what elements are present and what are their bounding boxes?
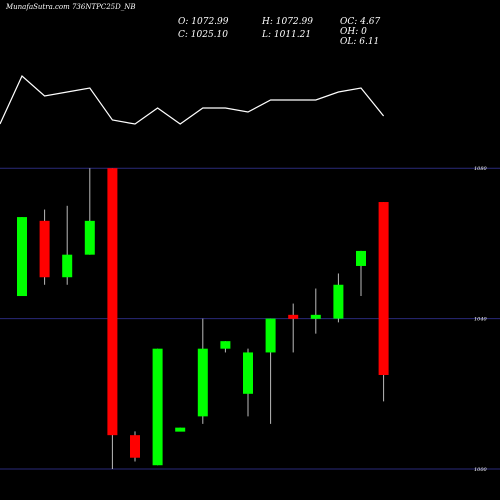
candle-body [243,352,253,394]
candle-body [356,250,366,266]
candle-body [333,284,344,319]
candle-body [130,435,140,458]
y-axis-labels: 1080 1040 1000 [474,166,488,473]
y-tick-label: 1000 [474,467,488,473]
candle-body [220,341,231,349]
candle-body [62,254,73,278]
close-value: C: 1025.10 [178,30,228,40]
candle-body [265,318,276,353]
candle-body [197,348,208,417]
y-tick-label: 1080 [474,166,488,172]
high-value: H: 1072.99 [261,17,313,27]
candle-body [288,314,299,319]
candle-body [152,348,163,466]
ol-value: OL: 6.11 [340,37,379,47]
candle-body [17,217,27,297]
candle-body [107,168,118,436]
candle-body [39,220,50,278]
oc-value: OC: 4.67 [340,17,380,27]
y-tick-label: 1040 [474,317,488,323]
chart-title: MunafaSutra.com 736NTPC25D_NB [5,3,136,11]
candle-body [175,427,186,432]
gridlines [0,167,500,470]
overlay-line [0,75,385,125]
candle-body [310,314,321,319]
candle-body [378,202,389,375]
open-value: O: 1072.99 [178,17,229,27]
oh-value: OH: 0 [340,27,367,37]
candles [17,168,389,469]
low-value: L: 1011.21 [261,30,311,40]
overlay-series-line [0,75,385,125]
candle-body [84,220,95,255]
